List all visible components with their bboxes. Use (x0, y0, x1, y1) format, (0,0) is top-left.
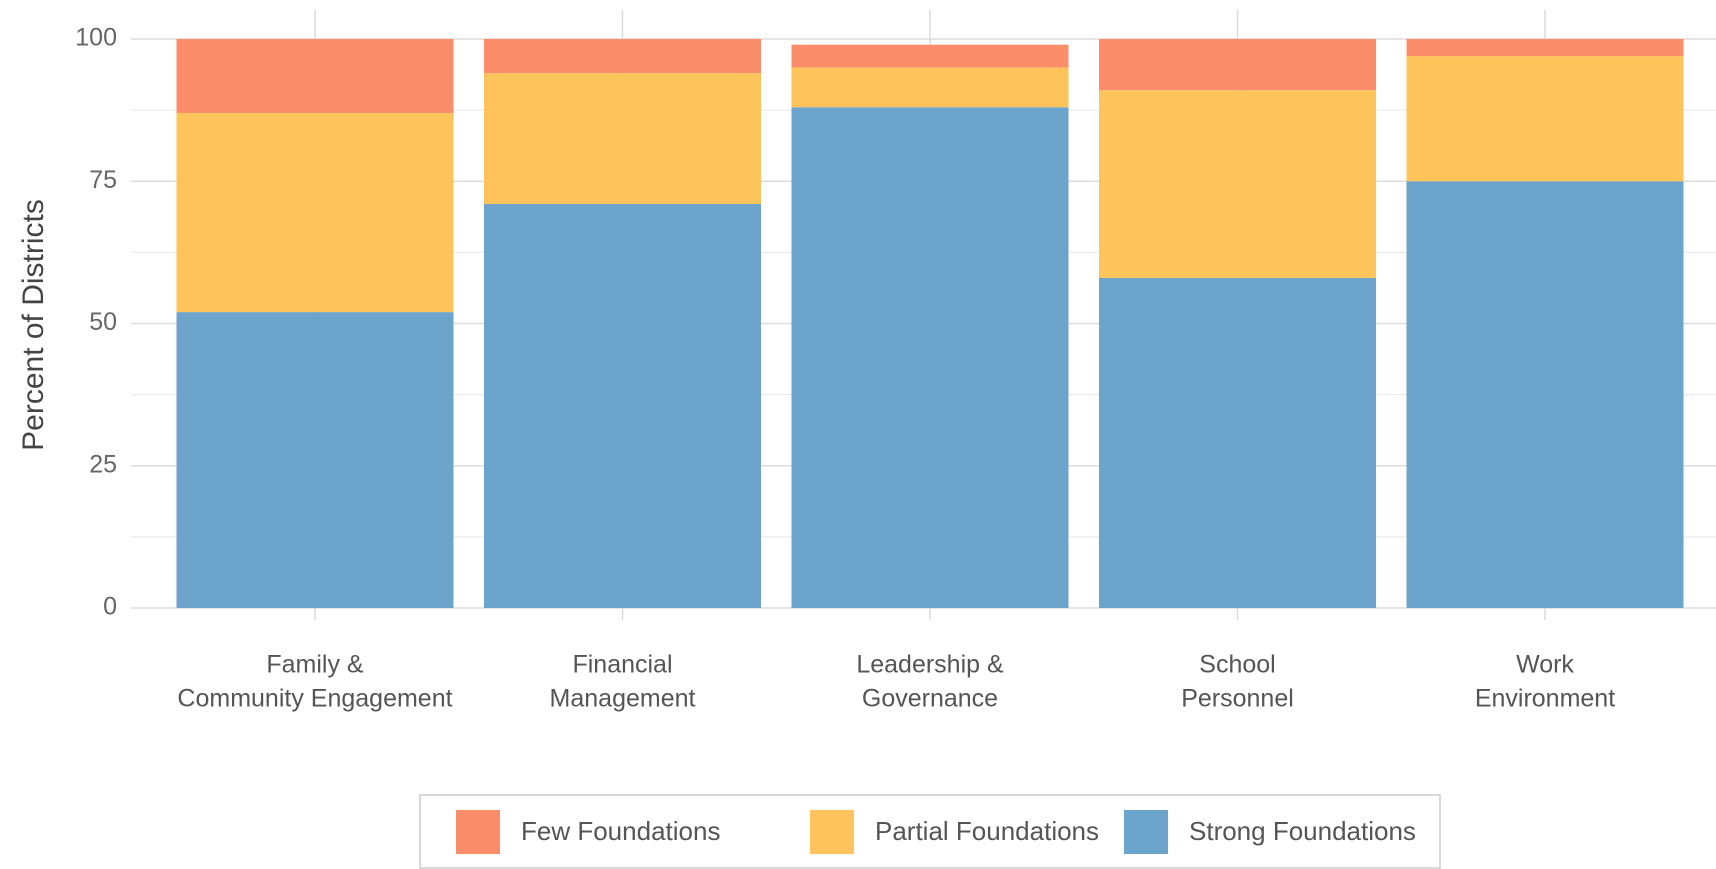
x-tick-label: Work (1516, 651, 1574, 679)
bar-segment (1099, 277, 1376, 608)
bar-segment (176, 312, 454, 608)
bar-segment (1099, 90, 1376, 278)
x-tick-label: Community Engagement (177, 685, 452, 713)
legend-box (419, 794, 1441, 869)
y-tick-label: 100 (75, 24, 117, 52)
bar-segment (176, 112, 454, 313)
bar-segment (1406, 39, 1684, 57)
y-tick-label: 75 (89, 166, 117, 194)
bar-segment (1406, 56, 1684, 182)
x-tick-label: Family & (266, 651, 364, 679)
bar-segment (484, 39, 761, 74)
legend-key (1124, 810, 1168, 854)
x-tick-label: Financial (572, 651, 672, 679)
x-tick-label: Leadership & (856, 651, 1004, 679)
x-tick-label: Environment (1475, 685, 1615, 713)
bar-segment (791, 67, 1069, 108)
x-tick-label: School (1199, 651, 1275, 679)
bar-segment (176, 39, 454, 113)
bar-segment (791, 44, 1069, 68)
x-tick-label: Personnel (1181, 685, 1294, 713)
y-tick-label: 25 (89, 450, 117, 478)
bar-segment (1099, 39, 1376, 91)
y-axis-label: Percent of Districts (17, 199, 50, 451)
bar-segment (484, 73, 761, 205)
bar-segment (484, 204, 761, 608)
y-tick-label: 50 (89, 308, 117, 336)
y-tick-label: 0 (103, 593, 117, 621)
legend-key (810, 810, 854, 854)
x-tick-label: Management (550, 685, 696, 713)
bar-segment (1406, 181, 1684, 608)
legend-label: Strong Foundations (1189, 816, 1416, 846)
legend-label: Few Foundations (521, 816, 720, 846)
legend-key (456, 810, 500, 854)
x-tick-label: Governance (862, 685, 998, 713)
plot: 0 25 50 75 100 Family & Community Engagement Fi… (75, 10, 1716, 713)
bar-segment (791, 107, 1069, 608)
legend-label: Partial Foundations (875, 816, 1099, 846)
